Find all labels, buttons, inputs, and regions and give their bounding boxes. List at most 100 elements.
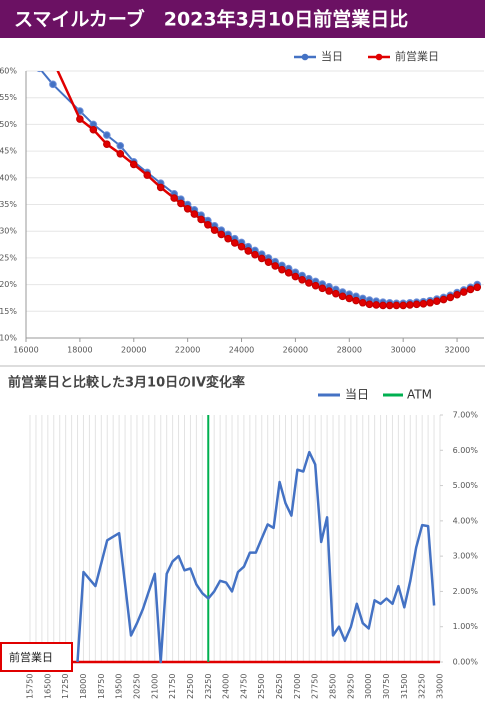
point xyxy=(399,301,407,310)
x-tick-label: 21000 xyxy=(150,674,159,699)
x-tick-label: 32250 xyxy=(418,674,427,699)
y2-tick-label: 7.00% xyxy=(453,411,479,420)
x-tick-label: 18750 xyxy=(97,674,106,699)
point xyxy=(332,289,340,298)
point xyxy=(433,297,441,305)
y-tick-label: 40% xyxy=(0,173,17,182)
y-tick-label: 20% xyxy=(0,280,17,289)
point xyxy=(257,254,266,263)
baseline-box xyxy=(0,642,73,672)
x-tick-label: 20000 xyxy=(121,346,146,355)
series-line xyxy=(40,71,478,305)
x-tick-label: 28500 xyxy=(329,674,338,699)
point xyxy=(190,210,199,218)
y-tick-label: 25% xyxy=(0,253,17,262)
x-tick-label: 15750 xyxy=(26,674,35,699)
point xyxy=(103,140,111,148)
point xyxy=(385,301,394,310)
point xyxy=(278,265,286,274)
x-tick-label: 30750 xyxy=(382,674,391,699)
point xyxy=(446,293,455,302)
y-tick-label: 15% xyxy=(0,307,17,316)
point xyxy=(345,294,354,303)
y-tick-label: 60% xyxy=(0,67,17,76)
x-tick-label: 27000 xyxy=(293,674,302,699)
point xyxy=(358,298,367,307)
point xyxy=(419,300,428,308)
point xyxy=(338,292,347,301)
y-tick-label: 10% xyxy=(0,334,17,343)
x-tick-label: 25500 xyxy=(257,674,266,699)
point xyxy=(224,234,232,243)
point xyxy=(237,242,246,251)
y-tick-label: 45% xyxy=(0,147,17,156)
x-tick-label: 28000 xyxy=(337,346,362,355)
point xyxy=(177,199,185,208)
point xyxy=(50,57,57,64)
x-tick-label: 26250 xyxy=(275,674,284,699)
y2-tick-label: 6.00% xyxy=(453,446,479,455)
y2-tick-label: 5.00% xyxy=(453,481,479,490)
point xyxy=(36,71,43,73)
page-title: スマイルカーブ 2023年3月10日前営業日比 xyxy=(14,8,408,31)
point xyxy=(305,279,313,287)
x-tick-label: 24750 xyxy=(239,674,248,699)
point xyxy=(251,250,259,259)
x-tick-label: 19500 xyxy=(115,674,124,699)
point xyxy=(210,226,219,234)
point xyxy=(244,247,253,255)
x-tick-label: 33000 xyxy=(436,674,445,699)
x-tick-label: 30000 xyxy=(390,346,415,355)
point xyxy=(453,290,461,299)
legend-label: 前営業日 xyxy=(395,49,439,63)
legend-marker xyxy=(301,53,309,61)
y-tick-label: 30% xyxy=(0,227,17,236)
banner xyxy=(0,0,485,38)
point xyxy=(76,115,84,123)
y2-tick-label: 4.00% xyxy=(453,516,479,525)
point xyxy=(217,230,226,239)
series-line xyxy=(76,450,436,664)
point xyxy=(143,171,152,179)
x-tick-label: 32000 xyxy=(444,346,469,355)
point xyxy=(318,284,327,293)
point xyxy=(197,215,205,224)
x-tick-label: 24000 xyxy=(229,346,254,355)
x-tick-label: 16500 xyxy=(43,674,52,699)
point xyxy=(116,141,125,150)
x-tick-label: 17250 xyxy=(61,674,70,699)
x-tick-label: 22000 xyxy=(175,346,200,355)
point xyxy=(230,239,239,247)
point xyxy=(439,295,448,304)
point xyxy=(89,125,98,134)
point xyxy=(129,160,138,169)
point xyxy=(156,183,165,192)
point xyxy=(264,258,273,266)
x-tick-label: 26000 xyxy=(283,346,308,355)
x-tick-label: 21750 xyxy=(168,674,177,699)
x-tick-label: 18000 xyxy=(67,346,92,355)
point xyxy=(325,287,333,295)
point xyxy=(372,301,381,309)
x-tick-label: 24000 xyxy=(222,674,231,699)
plot-area xyxy=(36,57,482,310)
point xyxy=(365,300,374,309)
point xyxy=(116,149,125,158)
y2-tick-label: 1.00% xyxy=(453,622,479,631)
x-tick-label: 20250 xyxy=(132,674,141,699)
point xyxy=(103,131,111,139)
y-tick-label: 55% xyxy=(0,93,17,102)
point xyxy=(379,301,387,310)
y2-tick-label: 0.00% xyxy=(453,658,479,667)
point xyxy=(412,300,421,309)
point xyxy=(284,269,293,277)
x-tick-label: 18000 xyxy=(79,674,88,699)
x-tick-label: 31500 xyxy=(400,674,409,699)
x-tick-label: 27750 xyxy=(311,674,320,699)
point xyxy=(473,283,482,292)
point xyxy=(49,80,57,89)
baseline-label: 前営業日 xyxy=(9,650,53,664)
y-tick-label: 35% xyxy=(0,200,17,209)
point xyxy=(406,301,414,309)
